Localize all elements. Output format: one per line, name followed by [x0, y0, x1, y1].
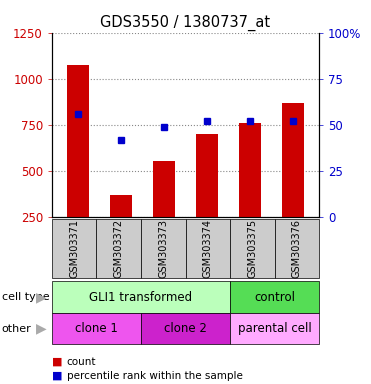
Text: percentile rank within the sample: percentile rank within the sample — [67, 371, 243, 381]
Title: GDS3550 / 1380737_at: GDS3550 / 1380737_at — [101, 15, 270, 31]
Text: GSM303373: GSM303373 — [158, 219, 168, 278]
Text: cell type: cell type — [2, 292, 49, 302]
Bar — [153, 161, 175, 217]
Text: GSM303376: GSM303376 — [292, 219, 302, 278]
Text: GSM303374: GSM303374 — [203, 219, 213, 278]
Text: GSM303375: GSM303375 — [247, 219, 257, 278]
Text: ■: ■ — [52, 357, 62, 367]
Bar — [196, 134, 218, 217]
Text: control: control — [254, 291, 295, 304]
Text: GSM303372: GSM303372 — [114, 219, 124, 278]
Text: clone 1: clone 1 — [75, 322, 118, 335]
Text: parental cell: parental cell — [238, 322, 311, 335]
Text: ▶: ▶ — [36, 290, 47, 304]
Text: clone 2: clone 2 — [164, 322, 207, 335]
Bar — [110, 195, 132, 217]
Text: ■: ■ — [52, 371, 62, 381]
Text: other: other — [2, 324, 32, 334]
Text: ▶: ▶ — [36, 322, 47, 336]
Bar — [282, 103, 304, 217]
Text: GSM303371: GSM303371 — [69, 219, 79, 278]
Text: count: count — [67, 357, 96, 367]
Text: GLI1 transformed: GLI1 transformed — [89, 291, 193, 304]
Bar — [67, 65, 89, 217]
Bar — [239, 123, 261, 217]
